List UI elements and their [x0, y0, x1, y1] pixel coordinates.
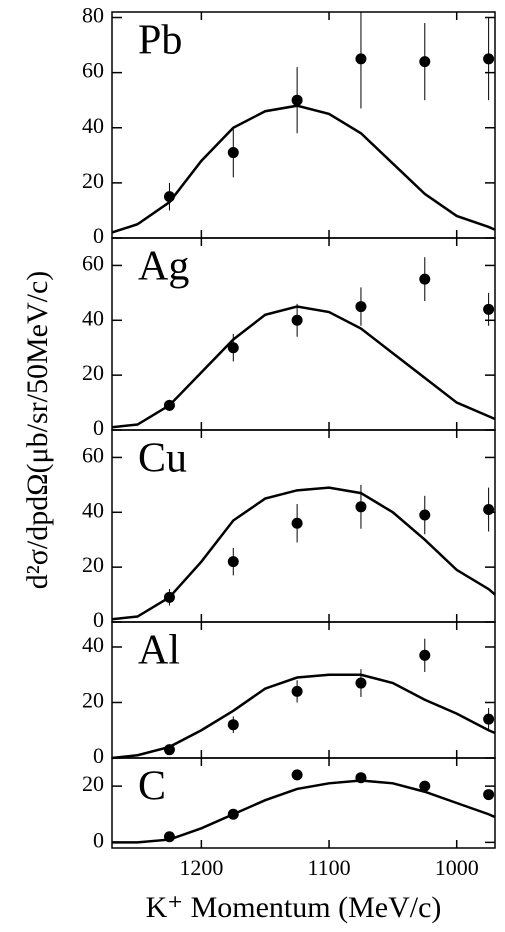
data-point [163, 591, 175, 603]
y-tick-label: 40 [82, 497, 104, 522]
model-curve [111, 305, 496, 429]
y-tick-label: 0 [93, 607, 104, 632]
panel-title: Al [138, 628, 180, 674]
data-point [355, 772, 367, 784]
data-point [419, 273, 431, 285]
data-point [355, 501, 367, 513]
data-point [291, 685, 303, 697]
x-tick-label: 1200 [179, 855, 223, 880]
data-point [227, 147, 239, 159]
panel-title: Cu [138, 436, 187, 482]
y-tick-label: 40 [82, 113, 104, 138]
x-tick-label: 1100 [307, 855, 350, 880]
y-tick-label: 60 [82, 58, 104, 83]
x-tick-label: 1000 [435, 855, 479, 880]
data-point [355, 677, 367, 689]
data-point [227, 808, 239, 820]
y-tick-label: 20 [82, 168, 104, 193]
panel-title: Ag [138, 244, 189, 290]
panel-title: C [138, 764, 166, 810]
data-point [419, 56, 431, 68]
model-curve [111, 104, 496, 234]
data-point [483, 53, 495, 65]
x-axis-label: K⁺ Momentum (MeV/c) [146, 891, 442, 924]
data-point [163, 399, 175, 411]
y-tick-label: 20 [82, 771, 104, 796]
data-point [483, 504, 495, 516]
data-point [163, 744, 175, 756]
y-axis-label: d²σ/dpdΩ(μb/sr/50MeV/c) [21, 271, 54, 590]
data-point [291, 314, 303, 326]
data-point [163, 191, 175, 203]
data-point [227, 719, 239, 731]
data-point [163, 831, 175, 843]
y-tick-label: 20 [82, 688, 104, 713]
panel-frame [111, 757, 496, 849]
y-tick-label: 40 [82, 305, 104, 330]
data-point [291, 769, 303, 781]
y-tick-label: 40 [82, 632, 104, 657]
panel-title: Pb [138, 18, 182, 64]
y-tick-label: 0 [93, 827, 104, 852]
y-tick-label: 20 [82, 360, 104, 385]
data-point [355, 53, 367, 65]
model-curve [111, 486, 496, 621]
y-tick-label: 0 [93, 743, 104, 768]
y-tick-label: 60 [82, 250, 104, 275]
y-tick-label: 60 [82, 442, 104, 467]
data-point [483, 789, 495, 801]
data-point [483, 713, 495, 725]
data-point [291, 94, 303, 106]
y-tick-label: 80 [82, 3, 104, 28]
model-curve [111, 673, 496, 760]
y-tick-label: 0 [93, 415, 104, 440]
data-point [291, 517, 303, 529]
data-point [227, 556, 239, 568]
y-tick-label: 0 [93, 223, 104, 248]
data-point [419, 649, 431, 661]
data-point [419, 780, 431, 792]
data-point [483, 303, 495, 315]
data-point [227, 342, 239, 354]
y-tick-label: 20 [82, 552, 104, 577]
data-point [419, 509, 431, 521]
data-point [355, 301, 367, 313]
